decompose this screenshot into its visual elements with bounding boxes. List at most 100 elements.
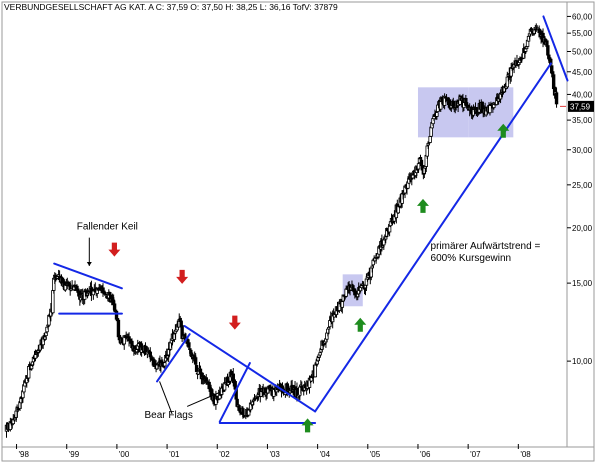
candle-down [241,408,245,415]
y-tick-label: 45,00 [572,68,593,77]
candle-up [524,46,529,50]
candle-up [51,290,55,314]
x-tick-label: '00 [119,450,130,459]
candles [4,23,559,438]
y-tick-label: 20,00 [572,224,593,233]
candle-up [384,236,388,240]
candle-up [33,354,38,359]
time-axis: '98 '99 '00 '01 '02 '03 '04 '05 '06 '07 '08 [16,444,531,459]
price-axis-panel [566,1,595,448]
x-tick-label: '02 [219,450,230,459]
y-tick-label: 35,00 [572,116,593,125]
trendline-hoch-2008 [542,15,569,82]
signal-arrows [108,123,510,433]
candle-down [112,303,117,310]
x-tick-label: '01 [169,450,180,459]
candle-down [193,357,198,365]
candle-down [554,92,559,105]
x-tick-label: '99 [69,450,80,459]
candle-up [382,239,386,246]
candle-up [27,366,31,379]
y-tick-label: 55,00 [572,29,593,38]
candle-up [411,174,415,179]
candle-up [435,112,439,117]
candle-up [344,288,348,297]
candle-up [328,320,332,328]
label-trend-line1: primärer Aufwärtstrend = [431,241,541,252]
candle-up [340,301,345,308]
candle-down [104,293,108,296]
x-tick-label: '05 [370,450,381,459]
candle-up [29,365,34,370]
sell-arrow-2 [176,269,189,284]
last-price-tag [568,100,594,112]
candle-up [488,104,492,114]
y-tick-label: 60,00 [572,12,593,21]
candle-down [188,348,192,350]
candle-down [116,319,121,338]
candle-up [318,352,322,356]
candle-up [86,291,91,294]
trendline-flag-1 [156,333,191,383]
x-tick-label: '08 [520,450,531,459]
candle-down [464,98,468,105]
trendline-primaerer-aufwaertstrend [314,62,552,413]
candle-down [187,342,191,348]
keil-pointer-head [86,261,92,266]
label-bear-flags: Bear Flags [145,410,193,421]
x-tick-label: '03 [269,450,280,459]
sell-arrow-1 [108,242,121,257]
flag-pointer-1 [159,381,173,415]
candle-up [416,163,421,170]
price-axis: 60,00 55,00 50,00 45,00 40,00 35,00 30,00 25,00… [560,12,594,366]
y-tick-label: 50,00 [572,47,593,56]
y-tick-label: 40,00 [572,90,593,99]
buy-arrow-1 [301,418,314,433]
candle-up [313,364,318,378]
x-tick-label: '07 [470,450,481,459]
label-fallender-keil: Fallender Keil [77,222,138,233]
trendline-keil-oben [53,262,123,290]
flag-pointer-2 [186,391,220,407]
buy-arrow-2 [354,317,367,332]
buy-arrow-3 [416,198,429,213]
candle-down [194,365,199,372]
candle-down [552,86,557,96]
trendline-flag-2 [218,362,251,423]
candle-up [425,145,429,157]
trendline-abwaertstrend [183,325,317,413]
candle-up [428,136,432,143]
candle-up [432,116,436,120]
candle-up [387,225,392,233]
last-price-label: 37,59 [570,102,591,111]
candle-up [429,126,433,137]
chart-header: VERBUNDGESELLSCHAFT AG KAT. A C: 37,59 O… [4,2,338,12]
x-tick-label: '04 [320,450,331,459]
buy-arrow-4 [497,123,510,138]
candle-down [550,71,555,75]
y-tick-label: 25,00 [572,181,593,190]
candle-up [403,185,407,194]
label-trend-line2: 600% Kursgewinn [431,253,512,264]
y-tick-label: 10,00 [572,357,593,366]
candle-down [148,351,152,358]
candle-down [418,157,423,160]
x-tick-label: '98 [19,450,30,459]
consolidation-box-2 [417,87,469,138]
y-tick-label: 30,00 [572,146,593,155]
candle-up [44,332,48,337]
candle-down [546,45,550,56]
annotations: Fallender Keil Bear Flags primärer Aufwärt… [77,222,541,421]
candle-up [505,76,510,88]
x-tick-label: '06 [420,450,431,459]
candle-down [204,377,208,382]
trendlines [53,15,569,424]
candle-up [122,335,126,345]
candle-down [466,104,470,108]
candle-up [163,362,167,367]
time-axis-panel [1,446,595,462]
sell-arrow-3 [228,315,241,330]
y-tick-label: 15,00 [572,279,593,288]
